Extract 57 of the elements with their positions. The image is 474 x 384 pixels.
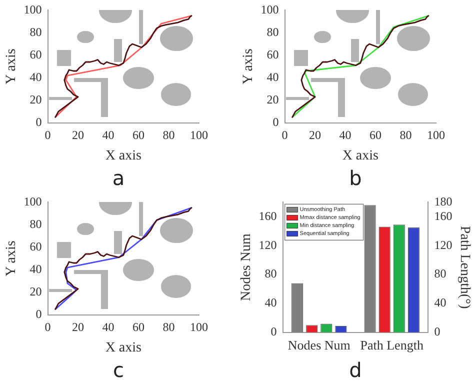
y-tick-label: 20 xyxy=(266,92,279,106)
y-axis-title: Y axis xyxy=(4,48,20,84)
x-tick-label: 20 xyxy=(72,320,84,334)
x-tick-label: 100 xyxy=(427,128,445,142)
text: d xyxy=(348,357,363,383)
x-tick-label: 80 xyxy=(400,128,412,142)
x-tick-label: 20 xyxy=(72,128,84,142)
x-tick-label: 60 xyxy=(132,320,145,334)
y-tick-label: 80 xyxy=(30,24,42,39)
y-tick-label: 0 xyxy=(272,114,279,129)
x-tick-label: 60 xyxy=(370,128,382,142)
y-tick-label: 20 xyxy=(30,92,42,106)
text: c xyxy=(112,357,125,383)
x-tick-label: 100 xyxy=(190,320,208,334)
y-tick-label: 100 xyxy=(260,2,279,16)
y-tick-label: 80 xyxy=(30,216,42,231)
x-axis-title: X axis xyxy=(105,148,142,164)
x-axis-title: X axis xyxy=(105,340,142,356)
y-axis-title: Y axis xyxy=(241,48,256,84)
y-tick-label: 60 xyxy=(30,239,42,254)
x-tick-label: 40 xyxy=(339,128,352,142)
text: b xyxy=(348,165,363,191)
x-tick-label: 20 xyxy=(309,128,322,142)
y-tick-label: 80 xyxy=(266,24,279,39)
y-tick-label: 40 xyxy=(30,262,42,276)
y-tick-label: 40 xyxy=(264,296,277,310)
x-tick-label: 100 xyxy=(190,128,208,142)
x-tick-label: 0 xyxy=(282,128,288,142)
y-axis-title: Y axis xyxy=(4,240,20,276)
y-tick-label: 20 xyxy=(30,284,42,298)
y2-tick-label: 40 xyxy=(434,296,446,310)
y-tick-label: 40 xyxy=(30,70,42,84)
y-tick-label: 60 xyxy=(266,47,279,62)
y-tick-label: 160 xyxy=(258,208,277,223)
y2-tick-label: 80 xyxy=(434,266,446,281)
y-tick-label: 100 xyxy=(24,194,42,208)
y2-tick-label: 120 xyxy=(434,238,452,252)
x-tick-label: 40 xyxy=(102,320,114,334)
x-tick-label: 0 xyxy=(44,320,51,334)
x-tick-label: 60 xyxy=(132,128,145,142)
y-tick-label: 40 xyxy=(266,70,279,84)
x-tick-label: 0 xyxy=(44,128,51,142)
y-tick-label: 0 xyxy=(36,114,42,129)
x-tick-label: Path Length xyxy=(360,338,424,353)
x-tick-label: 40 xyxy=(102,128,114,142)
y-tick-label: 120 xyxy=(258,238,277,252)
x-tick-label: 80 xyxy=(162,320,175,334)
x-axis-title: X axis xyxy=(342,148,378,164)
y-tick-label: 60 xyxy=(30,47,42,62)
text: a xyxy=(111,165,126,191)
y-tick-label: 80 xyxy=(264,266,277,281)
y-tick-label: 0 xyxy=(36,306,42,321)
x-tick-label: 80 xyxy=(162,128,175,142)
y-tick-label: 100 xyxy=(24,2,42,16)
y2-axis-title: Path Length(°) xyxy=(456,226,472,310)
y2-tick-label: 180 xyxy=(434,194,452,208)
y2-tick-label: 160 xyxy=(434,208,452,223)
